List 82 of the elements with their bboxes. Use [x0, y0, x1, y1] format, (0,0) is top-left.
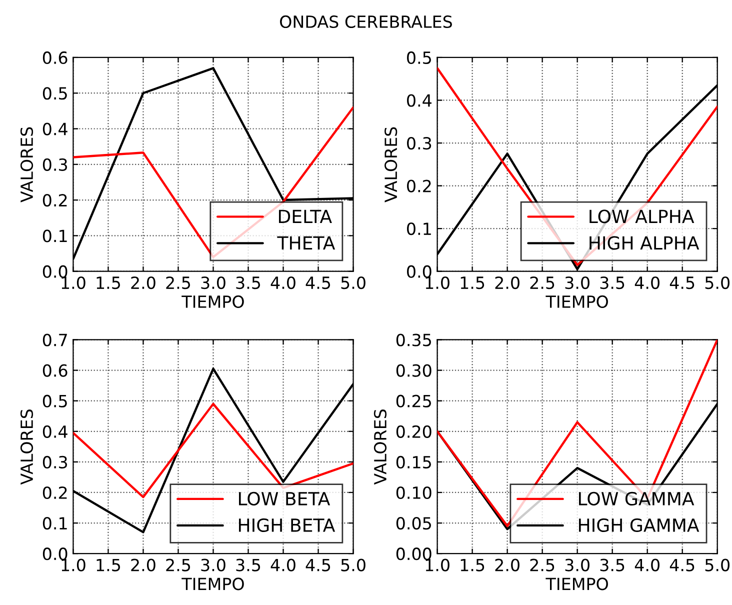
y-axis-title: VALORES	[384, 127, 398, 202]
y-tick-label: 0.6	[42, 51, 68, 64]
y-tick-label: 0.1	[42, 516, 67, 530]
x-tick-label: 1.0	[426, 558, 450, 572]
x-tick-label: 4.0	[634, 276, 660, 290]
legend-label: LOW GAMMA	[579, 492, 694, 506]
x-axis-title: TIEMPO	[182, 578, 244, 590]
x-tick-label: 2.0	[495, 276, 520, 290]
y-tick-label: 0.4	[42, 425, 68, 438]
y-tick-label: 0.6	[42, 364, 68, 377]
y-tick-label: 0.5	[407, 51, 431, 64]
y-tick-label: 0.4	[407, 94, 432, 107]
y-tick-label: 0.20	[396, 425, 432, 438]
legend-label: HIGH ALPHA	[590, 236, 700, 250]
x-tick-label: 2.5	[166, 276, 190, 290]
y-tick-label: 0.30	[396, 364, 432, 377]
x-tick-label: 3.5	[236, 558, 260, 572]
y-tick-label: 0.0	[42, 265, 68, 278]
y-axis-title: VALORES	[20, 127, 34, 202]
y-tick-label: 0.4	[42, 122, 68, 136]
y-axis-title: VALORES	[20, 409, 34, 485]
x-tick-label: 4.5	[670, 558, 694, 572]
x-axis-title: TIEMPO	[182, 295, 244, 308]
legend-label: DELTA	[278, 210, 332, 223]
y-tick-label: 0.7	[42, 334, 67, 346]
y-tick-label: 0.5	[42, 394, 67, 408]
x-tick-label: 3.5	[600, 558, 624, 572]
y-tick-label: 0.0	[407, 265, 432, 278]
x-tick-label: 5.0	[341, 276, 366, 290]
x-tick-label: 2.0	[495, 558, 520, 572]
x-tick-label: 4.0	[270, 276, 296, 290]
x-tick-label: 1.5	[96, 558, 120, 572]
x-tick-label: 3.0	[565, 558, 590, 572]
y-tick-label: 0.2	[407, 180, 431, 192]
legend-label: HIGH GAMMA	[579, 518, 700, 532]
x-tick-label: 4.5	[670, 276, 694, 290]
x-tick-label: 3.0	[201, 558, 226, 572]
x-tick-label: 4.0	[634, 558, 660, 572]
x-tick-label: 2.0	[131, 558, 156, 572]
x-tick-label: 3.0	[201, 276, 226, 290]
legend-label: HIGH BETA	[239, 518, 336, 532]
x-tick-label: 3.0	[565, 276, 590, 290]
y-tick-label: 0.3	[407, 136, 432, 150]
x-tick-label: 2.0	[131, 276, 156, 290]
y-tick-label: 0.00	[396, 548, 432, 560]
y-tick-label: 0.25	[396, 394, 431, 408]
text: ONDAS CEREBRALES	[280, 15, 452, 28]
y-tick-label: 0.3	[42, 456, 68, 468]
legend-label: LOW ALPHA	[590, 210, 694, 224]
x-tick-label: 1.5	[460, 558, 484, 572]
x-tick-label: 1.5	[96, 276, 120, 290]
x-tick-label: 4.0	[270, 558, 296, 572]
x-tick-label: 1.5	[460, 276, 484, 290]
y-tick-label: 0.1	[42, 230, 67, 242]
y-axis-title: VALORES	[374, 409, 387, 485]
y-tick-label: 0.10	[396, 486, 432, 500]
y-tick-label: 0.35	[396, 334, 431, 346]
x-tick-label: 2.5	[530, 276, 554, 290]
x-tick-label: 2.5	[166, 558, 190, 572]
x-tick-label: 3.5	[600, 276, 624, 290]
x-axis-title: TIEMPO	[546, 295, 608, 308]
x-tick-label: 5.0	[705, 558, 730, 572]
x-tick-label: 5.0	[705, 276, 730, 290]
y-tick-label: 0.5	[42, 87, 67, 100]
y-tick-label: 0.0	[42, 548, 68, 560]
y-tick-label: 0.2	[42, 194, 67, 207]
x-tick-label: 2.5	[530, 558, 554, 572]
y-tick-label: 0.15	[396, 456, 431, 468]
y-tick-label: 0.2	[42, 486, 67, 500]
x-axis-title: TIEMPO	[546, 578, 608, 590]
legend-label: LOW BETA	[239, 492, 330, 506]
x-tick-label: 1.0	[426, 276, 450, 290]
legend-label: THETA	[277, 236, 336, 250]
x-tick-label: 4.5	[306, 276, 330, 290]
y-tick-label: 0.3	[42, 158, 68, 171]
x-tick-label: 4.5	[306, 558, 330, 572]
x-tick-label: 3.5	[236, 276, 260, 290]
x-tick-label: 1.0	[62, 276, 86, 290]
y-tick-label: 0.1	[407, 222, 431, 236]
x-tick-label: 1.0	[62, 558, 86, 572]
x-tick-label: 5.0	[341, 558, 366, 572]
y-tick-label: 0.05	[396, 516, 431, 530]
